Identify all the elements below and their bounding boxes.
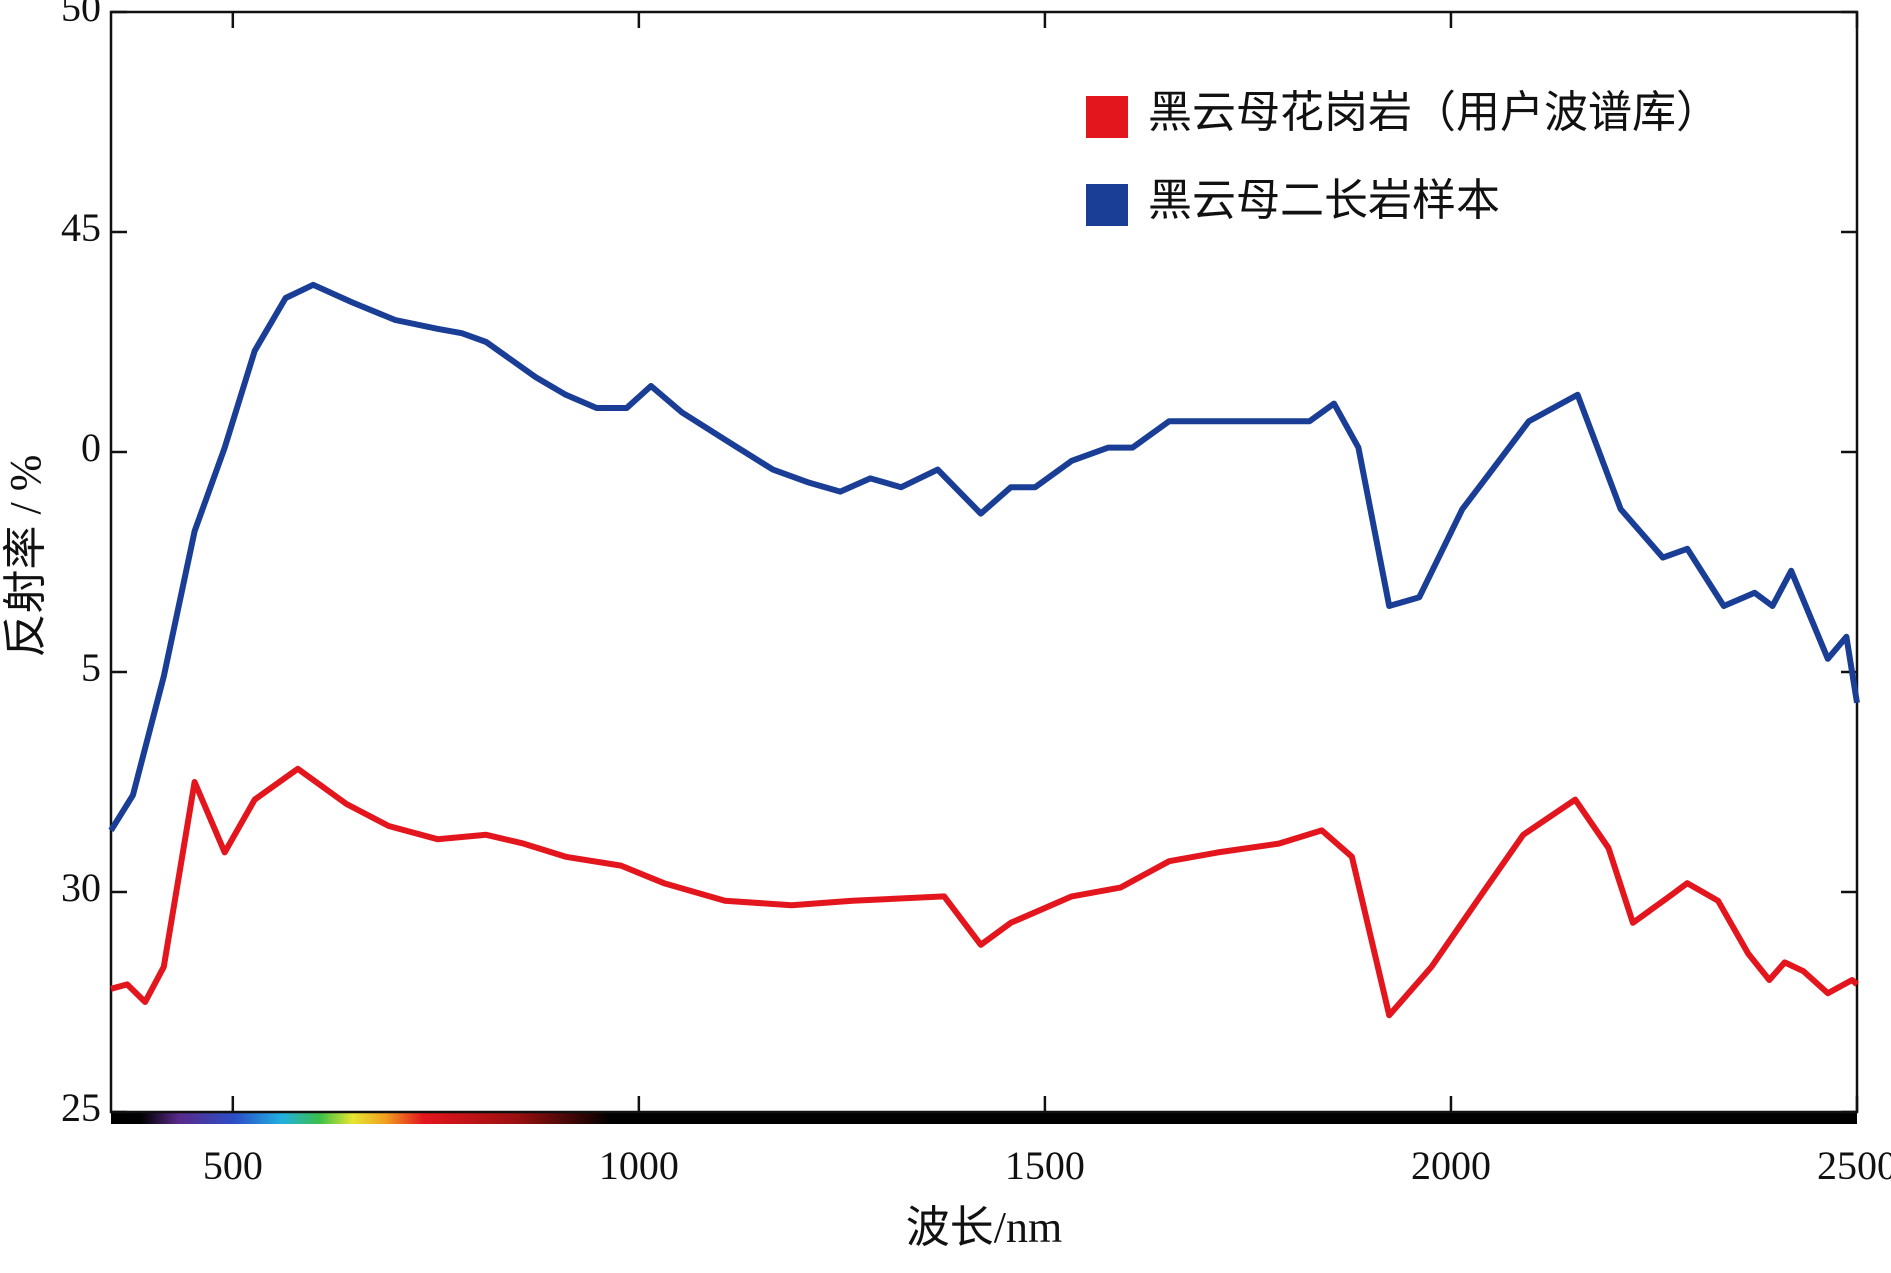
x-tick-label: 1500: [1005, 1143, 1085, 1188]
legend-swatch: [1086, 184, 1128, 226]
legend-swatch: [1086, 96, 1128, 138]
spectrum-visible: [141, 1112, 611, 1124]
x-tick-label: 2500: [1817, 1143, 1891, 1188]
x-tick-label: 1000: [599, 1143, 679, 1188]
y-tick-label: 25: [61, 1085, 101, 1130]
y-tick-label: 0: [81, 425, 101, 470]
legend-label: 黑云母花岗岩（用户波谱库）: [1148, 88, 1720, 137]
legend-label: 黑云母二长岩样本: [1148, 176, 1500, 225]
y-tick-label: 5: [81, 645, 101, 690]
x-axis-label: 波长/nm: [906, 1203, 1062, 1252]
y-axis-label: 反射率 / %: [1, 455, 50, 658]
series-line: [108, 281, 1860, 832]
x-tick-label: 500: [203, 1143, 263, 1188]
y-tick-label: 50: [61, 0, 101, 30]
y-tick-label: 45: [61, 205, 101, 250]
y-tick-label: 30: [61, 865, 101, 910]
series-line: [110, 765, 1860, 1019]
x-tick-label: 2000: [1411, 1143, 1491, 1188]
plot-frame: [109, 10, 1859, 1114]
